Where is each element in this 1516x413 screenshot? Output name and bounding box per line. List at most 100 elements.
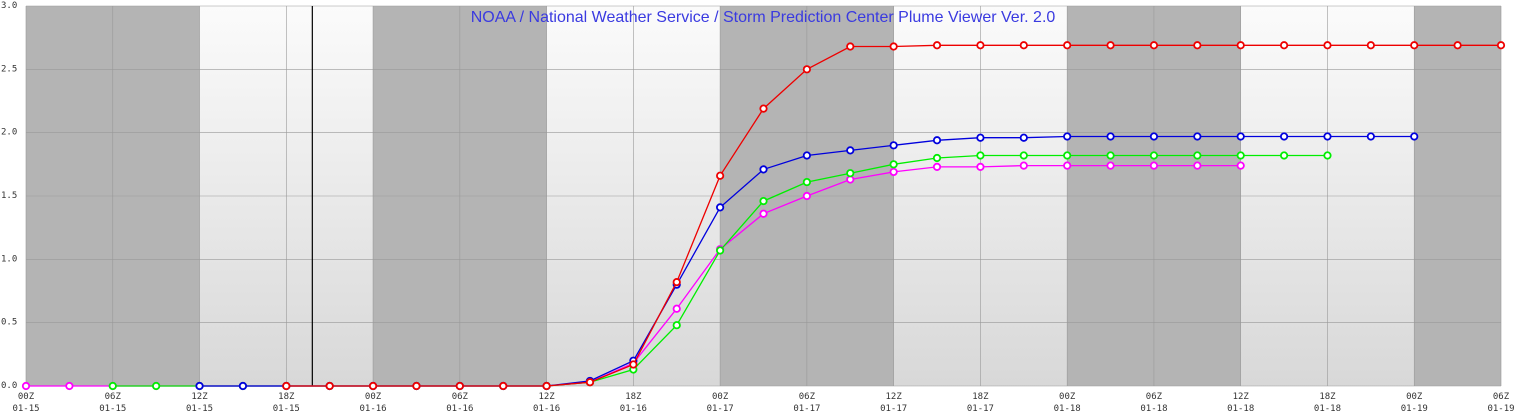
series-point xyxy=(585,378,595,387)
x-tick-time-label: 18Z xyxy=(278,392,295,402)
series-point xyxy=(672,278,681,287)
series-point xyxy=(846,42,855,51)
series-point xyxy=(1323,132,1332,141)
series-point xyxy=(802,191,811,201)
x-tick-time-label: 12Z xyxy=(538,392,555,402)
series-point xyxy=(1366,132,1375,141)
series-point xyxy=(1279,132,1289,141)
series-point xyxy=(976,41,985,50)
series-point xyxy=(1453,41,1462,50)
x-tick-date-label: 01-15 xyxy=(12,404,39,413)
x-tick-date-label: 01-17 xyxy=(967,404,994,413)
series-point xyxy=(1019,41,1028,50)
series-point xyxy=(716,171,725,180)
series-point xyxy=(889,160,898,169)
series-point xyxy=(759,209,768,218)
x-tick-date-label: 01-16 xyxy=(360,404,387,413)
x-tick-time-label: 06Z xyxy=(1493,392,1510,402)
y-tick-label: 0.5 xyxy=(1,318,17,328)
series-layer xyxy=(21,41,1506,391)
series-point xyxy=(716,246,725,255)
series-point xyxy=(629,360,638,369)
x-tick-time-label: 12Z xyxy=(1233,392,1250,402)
y-tick-label: 2.0 xyxy=(1,128,17,138)
series-point xyxy=(1149,161,1159,170)
x-tick-date-label: 01-19 xyxy=(1487,404,1514,413)
series-point xyxy=(846,169,855,178)
series-point xyxy=(1063,132,1072,141)
x-tick-date-label: 01-18 xyxy=(1140,404,1167,413)
x-tick-time-label: 06Z xyxy=(1146,392,1163,402)
series-point xyxy=(1106,151,1115,160)
y-tick-label: 3.0 xyxy=(1,1,17,11)
x-tick-time-label: 00Z xyxy=(1406,392,1423,402)
series-point xyxy=(802,177,811,187)
x-tick-time-label: 12Z xyxy=(886,392,903,402)
series-point xyxy=(1149,41,1159,50)
x-tick-time-label: 06Z xyxy=(105,392,122,402)
series-point xyxy=(65,381,74,391)
series-4 xyxy=(282,41,1506,391)
series-point xyxy=(889,141,898,150)
series-point xyxy=(759,165,768,174)
series-point xyxy=(1279,41,1289,50)
series-point xyxy=(932,41,942,50)
series-point xyxy=(1410,132,1419,141)
series-point xyxy=(1366,41,1375,50)
x-tick-date-label: 01-19 xyxy=(1401,404,1428,413)
series-point xyxy=(1193,161,1202,170)
x-tick-date-label: 01-16 xyxy=(446,404,473,413)
series-point xyxy=(195,381,204,391)
x-tick-time-label: 12Z xyxy=(191,392,208,402)
series-point xyxy=(1106,41,1115,50)
series-point xyxy=(889,167,898,177)
series-point xyxy=(1279,151,1289,160)
series-point xyxy=(932,162,942,171)
series-point xyxy=(238,381,248,391)
series-point xyxy=(325,381,334,391)
series-point xyxy=(1410,41,1419,50)
series-point xyxy=(1149,132,1159,141)
y-tick-label: 2.5 xyxy=(1,64,17,74)
x-tick-time-label: 00Z xyxy=(365,392,382,402)
series-point xyxy=(499,381,508,391)
x-tick-time-label: 06Z xyxy=(452,392,469,402)
y-tick-label: 1.5 xyxy=(1,191,17,201)
series-point xyxy=(1236,161,1245,170)
x-tick-time-label: 00Z xyxy=(18,392,35,402)
x-tick-date-label: 01-15 xyxy=(99,404,126,413)
chart-title: NOAA / National Weather Service / Storm … xyxy=(471,9,1056,26)
x-tick-date-label: 01-18 xyxy=(1314,404,1341,413)
series-point xyxy=(1063,41,1072,50)
series-point xyxy=(889,42,898,51)
series-point xyxy=(368,381,378,391)
series-point xyxy=(1063,161,1072,170)
x-tick-time-label: 06Z xyxy=(799,392,816,402)
series-point xyxy=(1496,41,1506,50)
series-point xyxy=(1019,151,1028,160)
series-point xyxy=(976,151,985,160)
series-point xyxy=(108,381,117,391)
series-point xyxy=(455,381,464,391)
series-point xyxy=(1063,151,1072,160)
x-tick-date-label: 01-15 xyxy=(273,404,300,413)
series-point xyxy=(412,381,421,391)
series-point xyxy=(932,136,942,145)
x-tick-date-label: 01-17 xyxy=(707,404,734,413)
series-point xyxy=(1019,133,1028,142)
x-tick-time-label: 18Z xyxy=(972,392,989,402)
series-point xyxy=(1236,151,1245,160)
x-tick-time-label: 18Z xyxy=(625,392,642,402)
series-point xyxy=(1323,151,1332,160)
series-point xyxy=(1323,41,1332,50)
series-point xyxy=(846,146,855,155)
series-point xyxy=(716,203,725,212)
x-tick-date-label: 01-16 xyxy=(620,404,647,413)
series-point xyxy=(759,104,768,113)
series-point xyxy=(1106,161,1115,170)
series-point xyxy=(1236,132,1245,141)
series-point xyxy=(282,381,291,391)
x-tick-time-label: 18Z xyxy=(1319,392,1336,402)
series-point xyxy=(1236,41,1245,50)
